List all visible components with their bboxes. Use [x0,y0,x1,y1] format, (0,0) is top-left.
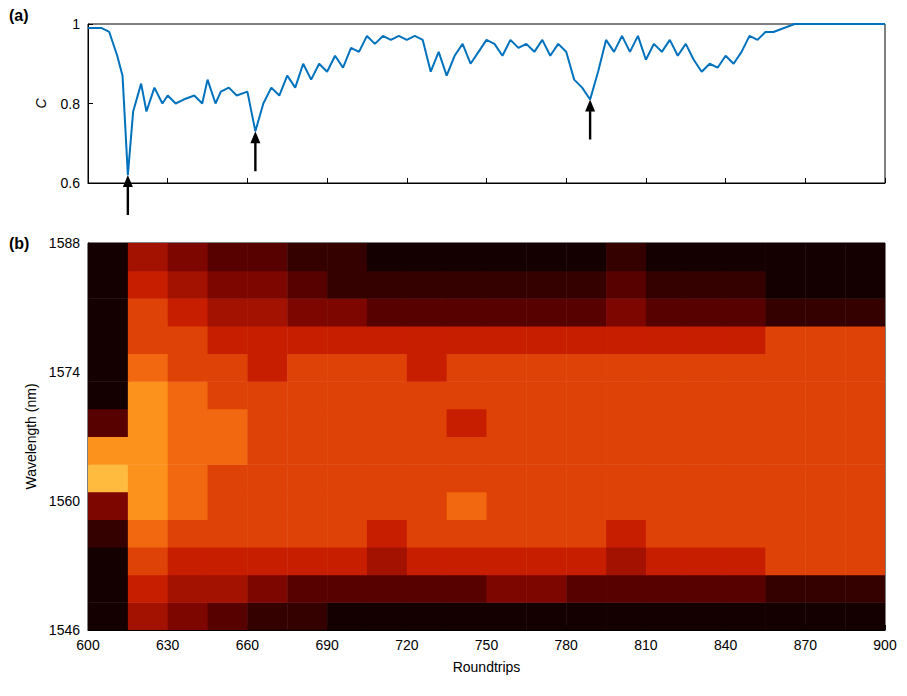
svg-text:720: 720 [395,637,419,653]
svg-text:1: 1 [72,16,80,32]
svg-text:840: 840 [714,637,738,653]
svg-text:900: 900 [873,637,897,653]
svg-text:630: 630 [156,637,180,653]
svg-text:1588: 1588 [49,235,80,251]
svg-text:690: 690 [315,637,339,653]
svg-text:(a): (a) [9,7,29,24]
svg-text:Roundtrips: Roundtrips [453,659,521,675]
svg-text:870: 870 [794,637,818,653]
svg-text:660: 660 [236,637,260,653]
svg-text:Wavelength (nm): Wavelength (nm) [23,383,39,489]
svg-text:0.6: 0.6 [61,175,81,191]
svg-text:0.8: 0.8 [61,96,81,112]
svg-text:780: 780 [555,637,579,653]
svg-text:C: C [33,98,49,109]
svg-text:1560: 1560 [49,493,80,509]
svg-text:810: 810 [634,637,658,653]
svg-text:750: 750 [475,637,499,653]
svg-text:600: 600 [76,637,100,653]
svg-text:1546: 1546 [49,622,80,638]
svg-text:1574: 1574 [49,364,80,380]
svg-text:(b): (b) [9,235,29,252]
